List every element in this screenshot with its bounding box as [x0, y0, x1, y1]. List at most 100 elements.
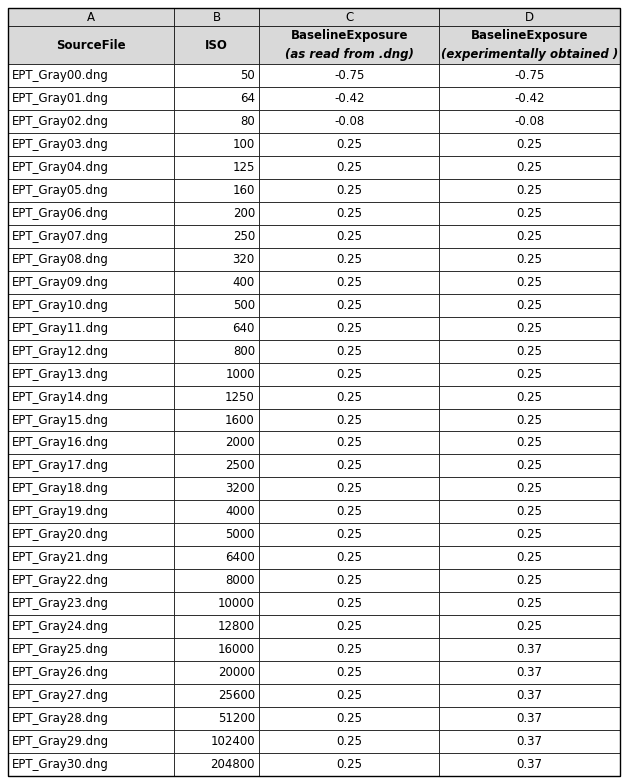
Text: C: C [345, 10, 354, 24]
Bar [8, 592, 175, 615]
Bar [175, 179, 259, 201]
Text: 0.25: 0.25 [336, 482, 362, 495]
Text: -0.42: -0.42 [514, 92, 545, 105]
Text: 0.25: 0.25 [336, 574, 362, 587]
Text: 0.25: 0.25 [517, 138, 543, 151]
Bar [175, 87, 259, 110]
Text: 204800: 204800 [210, 758, 255, 771]
Text: EPT_Gray13.dng: EPT_Gray13.dng [12, 368, 109, 380]
Text: 0.25: 0.25 [517, 321, 543, 335]
Text: 250: 250 [232, 230, 255, 243]
Bar [259, 294, 440, 317]
Bar [259, 546, 440, 569]
Bar [8, 225, 175, 248]
Text: 0.25: 0.25 [336, 252, 362, 266]
Bar [259, 569, 440, 592]
Text: 0.25: 0.25 [517, 413, 543, 426]
Bar [259, 477, 440, 500]
Text: 0.25: 0.25 [336, 230, 362, 243]
Bar [8, 707, 175, 730]
Bar [175, 386, 259, 408]
Text: 0.25: 0.25 [517, 390, 543, 404]
Bar [259, 26, 440, 64]
Bar [175, 294, 259, 317]
Bar [8, 362, 175, 386]
Bar [259, 524, 440, 546]
Bar [175, 477, 259, 500]
Text: 0.25: 0.25 [517, 183, 543, 197]
Bar [175, 225, 259, 248]
Text: 0.25: 0.25 [336, 207, 362, 220]
Bar [8, 156, 175, 179]
Bar [175, 362, 259, 386]
Bar [8, 179, 175, 201]
Text: 50: 50 [240, 69, 255, 82]
Bar [8, 270, 175, 294]
Bar [8, 546, 175, 569]
Bar [175, 339, 259, 362]
Bar [8, 201, 175, 225]
Bar [8, 26, 175, 64]
Text: 0.37: 0.37 [517, 758, 543, 771]
Bar [175, 156, 259, 179]
Text: 1600: 1600 [225, 413, 255, 426]
Text: EPT_Gray17.dng: EPT_Gray17.dng [12, 459, 109, 473]
Text: 0.25: 0.25 [336, 437, 362, 449]
Text: 80: 80 [240, 115, 255, 128]
Text: EPT_Gray10.dng: EPT_Gray10.dng [12, 299, 109, 312]
Text: EPT_Gray27.dng: EPT_Gray27.dng [12, 689, 109, 702]
Bar [259, 201, 440, 225]
Text: 0.25: 0.25 [517, 482, 543, 495]
Bar [8, 408, 175, 431]
Text: 0.25: 0.25 [517, 506, 543, 518]
Text: 640: 640 [232, 321, 255, 335]
Bar [259, 8, 440, 26]
Bar [8, 133, 175, 156]
Bar [440, 753, 620, 776]
Text: 0.25: 0.25 [336, 390, 362, 404]
Text: 0.25: 0.25 [336, 528, 362, 541]
Text: 0.25: 0.25 [336, 689, 362, 702]
Bar [440, 386, 620, 408]
Bar [259, 684, 440, 707]
Bar [440, 615, 620, 638]
Text: 0.25: 0.25 [336, 643, 362, 656]
Bar [259, 64, 440, 87]
Bar [440, 64, 620, 87]
Bar [440, 201, 620, 225]
Bar [440, 684, 620, 707]
Bar [8, 661, 175, 684]
Text: 0.25: 0.25 [336, 183, 362, 197]
Text: ISO: ISO [205, 38, 228, 52]
Text: 51200: 51200 [218, 712, 255, 725]
Bar [175, 110, 259, 133]
Bar [440, 661, 620, 684]
Bar [440, 156, 620, 179]
Bar [440, 455, 620, 477]
Bar [440, 317, 620, 339]
Text: 0.25: 0.25 [517, 207, 543, 220]
Text: 0.25: 0.25 [517, 597, 543, 610]
Bar [175, 133, 259, 156]
Bar [175, 248, 259, 270]
Bar [8, 294, 175, 317]
Bar [440, 500, 620, 524]
Bar [259, 500, 440, 524]
Bar [259, 386, 440, 408]
Text: A: A [87, 10, 95, 24]
Bar [440, 270, 620, 294]
Text: EPT_Gray09.dng: EPT_Gray09.dng [12, 276, 109, 289]
Text: 0.25: 0.25 [517, 161, 543, 174]
Bar [440, 638, 620, 661]
Text: 0.25: 0.25 [517, 252, 543, 266]
Bar [440, 248, 620, 270]
Bar [440, 707, 620, 730]
Bar [440, 592, 620, 615]
Text: EPT_Gray26.dng: EPT_Gray26.dng [12, 666, 109, 679]
Text: 12800: 12800 [218, 620, 255, 633]
Bar [175, 500, 259, 524]
Text: 10000: 10000 [218, 597, 255, 610]
Bar [175, 684, 259, 707]
Text: EPT_Gray23.dng: EPT_Gray23.dng [12, 597, 109, 610]
Text: 0.37: 0.37 [517, 666, 543, 679]
